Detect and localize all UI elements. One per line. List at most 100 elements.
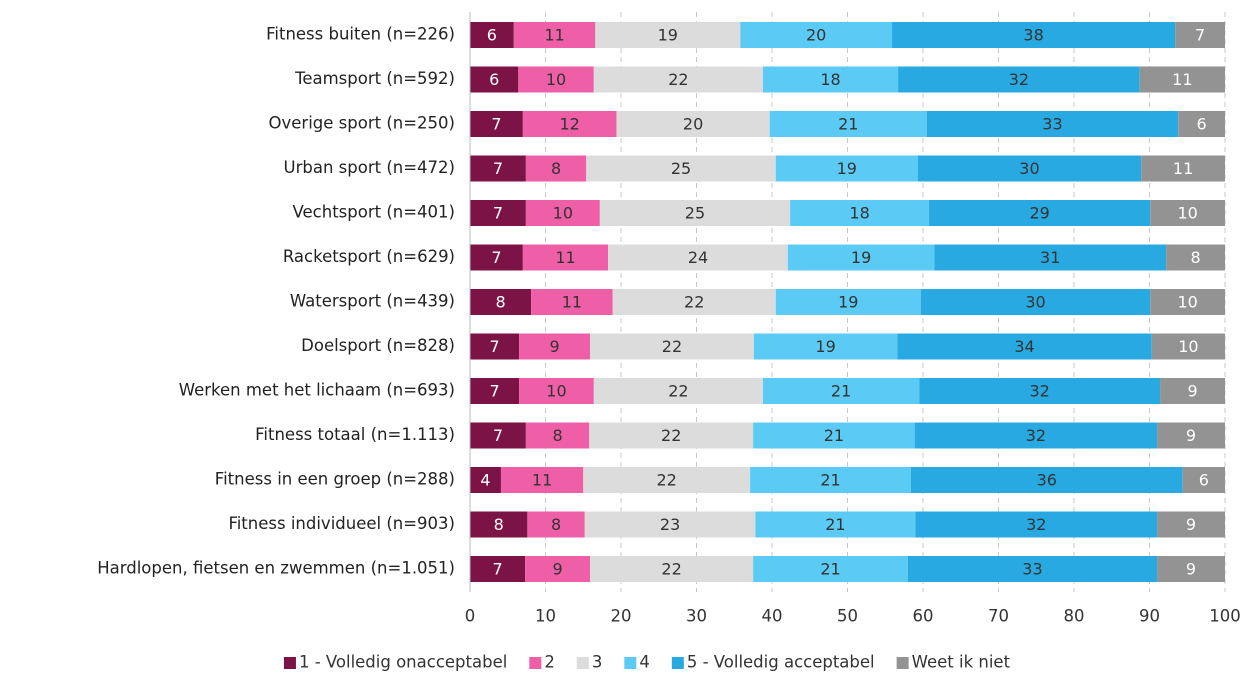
value-label: 29	[1029, 204, 1049, 223]
value-label: 8	[552, 426, 562, 445]
legend: 1 - Volledig onacceptabel 2 3 4 5 - Volledig…	[283, 653, 1011, 672]
value-label: 9	[1186, 515, 1196, 534]
legend-swatch	[576, 657, 589, 669]
value-label: 22	[668, 70, 688, 89]
value-label: 7	[493, 426, 503, 445]
value-label: 10	[1178, 337, 1198, 356]
bar-segment	[522, 111, 617, 137]
legend-swatch	[283, 657, 296, 669]
x-tick-label: 20	[611, 607, 632, 626]
value-label: 21	[820, 471, 840, 490]
bar-segment	[753, 422, 915, 449]
value-label: 22	[661, 426, 681, 445]
value-label: 32	[1026, 515, 1046, 534]
value-label: 18	[820, 70, 840, 89]
bar-segment	[470, 22, 514, 48]
value-label: 23	[660, 515, 680, 534]
value-label: 19	[851, 248, 871, 267]
value-label: 19	[837, 159, 857, 178]
bar-segment	[1141, 155, 1225, 182]
value-label: 10	[546, 70, 566, 89]
bar-segment	[1157, 511, 1225, 538]
bar-segment	[470, 155, 526, 182]
bar-segment	[775, 155, 918, 182]
value-label: 7	[1195, 26, 1205, 45]
value-label: 10	[553, 204, 573, 223]
value-label: 11	[544, 26, 564, 45]
bar-segment	[470, 511, 528, 538]
category-label: Racketsport (n=629)	[283, 247, 455, 266]
category-label: Watersport (n=439)	[290, 292, 455, 311]
value-label: 8	[551, 515, 561, 534]
legend-label: 5 - Volledig acceptabel	[687, 653, 875, 672]
value-label: 22	[661, 560, 681, 579]
category-label: Urban sport (n=472)	[284, 158, 455, 177]
bar-segment	[1182, 467, 1225, 493]
value-label: 8	[1190, 248, 1200, 267]
bar-segment	[583, 467, 751, 493]
value-label: 9	[552, 560, 562, 579]
bar-segment	[470, 422, 526, 449]
bar-segment	[589, 422, 754, 449]
value-label: 22	[668, 382, 688, 401]
bar-segment	[593, 66, 763, 93]
legend-label: Weet ik niet	[912, 653, 1011, 672]
bar-segment	[1178, 111, 1225, 137]
value-label: 7	[492, 560, 502, 579]
category-label: Hardlopen, fietsen en zwemmen (n=1.051)	[97, 559, 455, 578]
category-label: Fitness individueel (n=903)	[228, 514, 455, 533]
value-label: 19	[815, 337, 835, 356]
bar-segment	[470, 378, 520, 404]
bar-segment	[755, 511, 916, 538]
value-label: 7	[491, 248, 501, 267]
bar-segment	[740, 22, 893, 48]
x-tick-label: 70	[988, 607, 1009, 626]
value-label: 11	[1173, 159, 1193, 178]
category-label: Fitness totaal (n=1.113)	[255, 425, 455, 444]
value-label: 21	[825, 515, 845, 534]
bar-segment	[753, 333, 898, 360]
legend-label: 2	[544, 653, 555, 672]
bar-segment	[1175, 22, 1225, 48]
x-tick-label: 10	[535, 607, 556, 626]
value-label: 32	[1026, 426, 1046, 445]
value-label: 33	[1042, 115, 1062, 134]
value-label: 20	[806, 26, 826, 45]
bar-segment	[522, 244, 609, 271]
bar-segment	[1160, 378, 1225, 404]
value-label: 30	[1025, 293, 1045, 312]
value-label: 8	[551, 159, 561, 178]
category-label: Doelsport (n=828)	[301, 336, 455, 355]
value-label: 21	[838, 115, 858, 134]
bar-segment	[590, 556, 754, 582]
bar-segment	[790, 200, 930, 226]
value-label: 6	[1199, 471, 1209, 490]
bar-segment	[892, 22, 1176, 48]
value-label: 34	[1014, 337, 1034, 356]
bar-segment	[1139, 66, 1225, 93]
x-tick-label: 30	[686, 607, 707, 626]
value-label: 19	[838, 293, 858, 312]
bar-segment	[525, 556, 591, 582]
bar-segment	[753, 556, 908, 582]
x-tick-label: 100	[1209, 607, 1241, 626]
value-label: 25	[671, 159, 691, 178]
legend-swatch	[671, 657, 684, 669]
bar-segment	[775, 289, 921, 315]
bar-segment	[926, 111, 1179, 137]
legend-swatch	[624, 657, 637, 669]
category-label: Teamsport (n=592)	[294, 69, 455, 88]
bar-segment	[593, 378, 763, 404]
legend-label: 4	[639, 653, 650, 672]
x-tick-label: 90	[1139, 607, 1160, 626]
bar-segment	[527, 511, 585, 538]
value-label: 9	[549, 337, 559, 356]
value-label: 6	[1197, 115, 1207, 134]
legend-label: 1 - Volledig onacceptabel	[299, 653, 507, 672]
bar-segment	[898, 66, 1140, 93]
bar-segment	[500, 467, 584, 493]
bar-segment	[762, 66, 899, 93]
bar-segment	[915, 511, 1158, 538]
value-label: 36	[1037, 471, 1057, 490]
value-label: 10	[546, 382, 566, 401]
